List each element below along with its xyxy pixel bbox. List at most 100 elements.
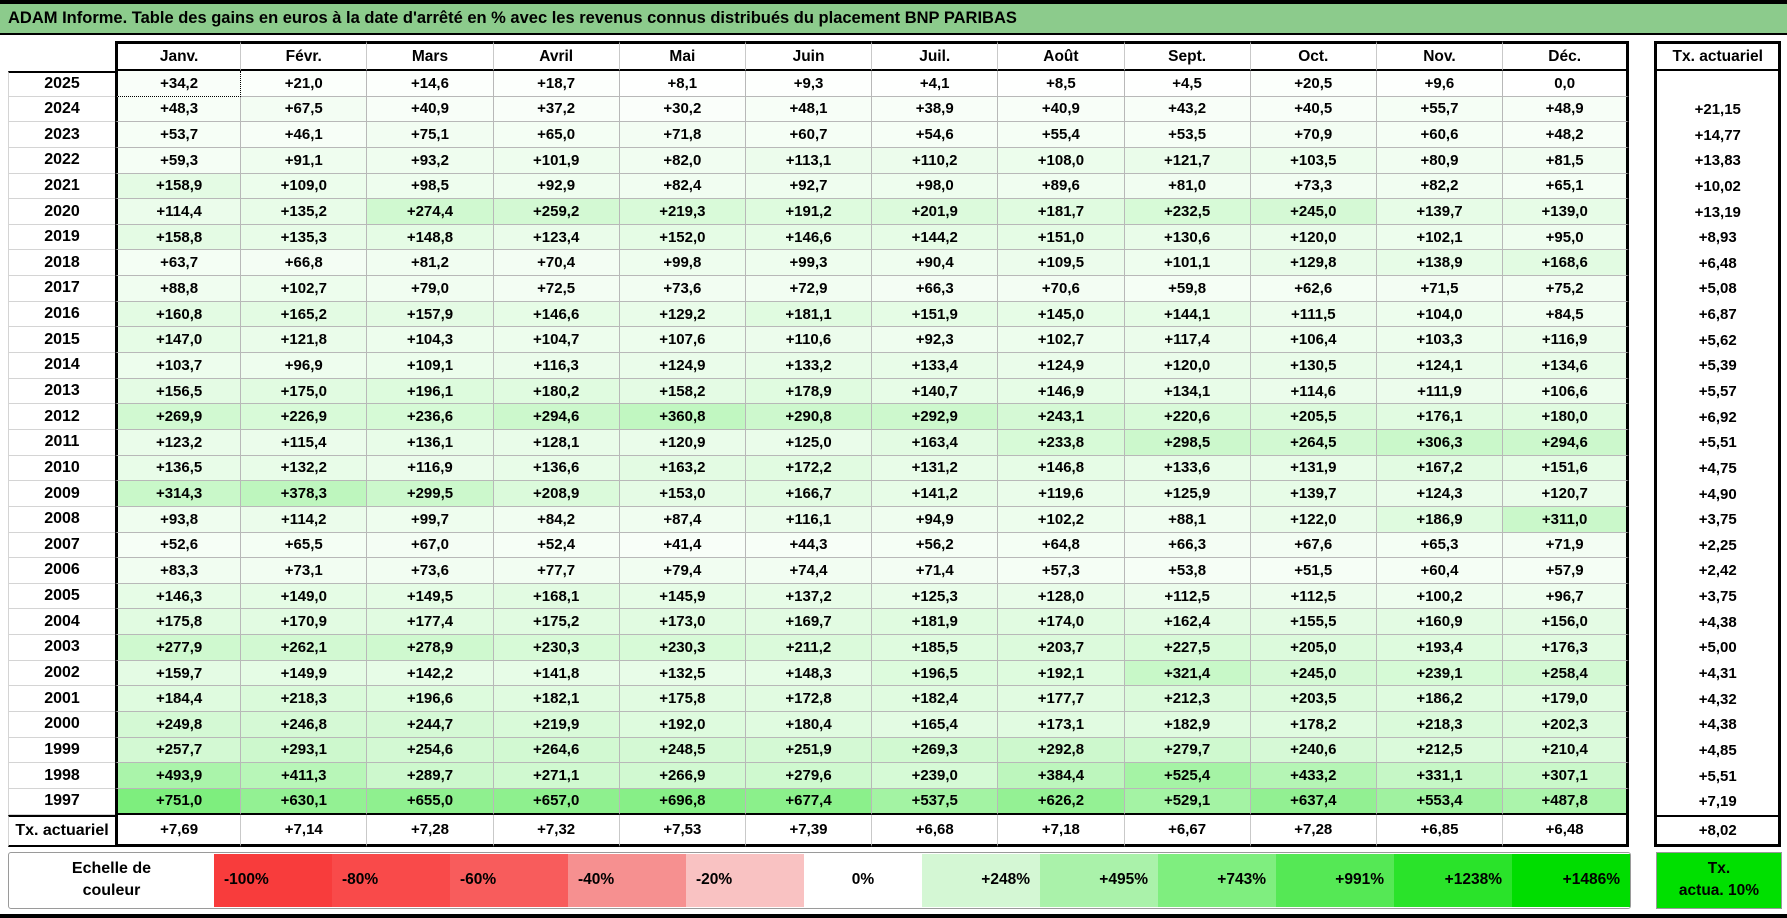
gain-cell[interactable]: +102,7 xyxy=(998,327,1125,354)
gain-cell[interactable]: +65,0 xyxy=(493,122,620,148)
gain-cell[interactable]: +244,7 xyxy=(367,712,494,738)
gain-cell[interactable]: +196,5 xyxy=(872,660,999,687)
column-header-3[interactable]: Mars xyxy=(367,41,494,71)
gain-cell[interactable]: +122,0 xyxy=(1250,506,1377,533)
gain-cell[interactable]: +166,7 xyxy=(745,481,873,507)
gain-cell[interactable]: +9,3 xyxy=(745,71,873,97)
gain-cell[interactable]: +306,3 xyxy=(1376,429,1504,456)
gain-cell[interactable]: +130,6 xyxy=(1124,224,1251,251)
gain-cell[interactable]: +311,0 xyxy=(1503,506,1630,533)
gain-cell[interactable]: +218,3 xyxy=(241,686,368,713)
gain-cell[interactable]: +104,3 xyxy=(367,327,494,354)
row-header-year[interactable]: 2007 xyxy=(8,532,115,559)
gain-cell[interactable]: +132,5 xyxy=(619,660,746,687)
gain-cell[interactable]: +115,4 xyxy=(241,429,368,456)
gain-cell[interactable]: +80,9 xyxy=(1376,147,1504,174)
row-header-year[interactable]: 1998 xyxy=(8,763,115,789)
gain-cell[interactable]: +72,5 xyxy=(493,276,620,302)
gain-cell[interactable]: +70,4 xyxy=(493,250,620,277)
gain-cell[interactable]: +72,9 xyxy=(745,276,873,302)
tx-actuariel-cell[interactable]: +10,02 xyxy=(1654,173,1782,200)
gain-cell[interactable]: +153,0 xyxy=(619,481,746,507)
gain-cell[interactable]: +46,1 xyxy=(241,122,368,148)
gain-cell[interactable]: +146,6 xyxy=(493,301,620,328)
gain-cell[interactable]: +60,7 xyxy=(745,122,873,148)
gain-cell[interactable]: +147,0 xyxy=(115,327,242,354)
gain-cell[interactable]: +205,5 xyxy=(1250,404,1377,430)
gain-cell[interactable]: +83,3 xyxy=(115,558,242,584)
gain-cell[interactable]: +20,5 xyxy=(1250,71,1377,97)
gain-cell[interactable]: +269,3 xyxy=(872,737,999,764)
gain-cell[interactable]: +160,9 xyxy=(1376,609,1504,636)
gain-cell[interactable]: +109,1 xyxy=(367,353,494,379)
gain-cell[interactable]: +102,2 xyxy=(998,506,1125,533)
row-header-year[interactable]: 2019 xyxy=(8,224,115,251)
gain-cell[interactable]: +92,3 xyxy=(872,327,999,354)
gain-cell[interactable]: +175,2 xyxy=(493,609,620,636)
gain-cell[interactable]: +175,0 xyxy=(241,378,368,405)
gain-cell[interactable]: +106,4 xyxy=(1250,327,1377,354)
gain-cell[interactable]: +175,8 xyxy=(619,686,746,713)
gain-cell[interactable]: +145,9 xyxy=(619,583,746,610)
tx-actuariel-cell[interactable]: +5,62 xyxy=(1654,327,1782,354)
gain-cell[interactable]: +159,7 xyxy=(115,660,242,687)
gain-cell[interactable]: +243,1 xyxy=(998,404,1125,430)
tx-actuariel-cell[interactable]: +5,00 xyxy=(1654,635,1782,661)
gain-cell[interactable]: +9,6 xyxy=(1376,71,1504,97)
gain-cell[interactable]: +219,9 xyxy=(493,712,620,738)
row-header-year[interactable]: 2023 xyxy=(8,122,115,148)
gain-cell[interactable]: +60,4 xyxy=(1376,558,1504,584)
gain-cell[interactable]: +298,5 xyxy=(1124,429,1251,456)
gain-cell[interactable]: +186,2 xyxy=(1376,686,1504,713)
gain-cell[interactable]: +117,4 xyxy=(1124,327,1251,354)
gain-cell[interactable]: +101,1 xyxy=(1124,250,1251,277)
gain-cell[interactable]: +626,2 xyxy=(998,788,1125,815)
gain-cell[interactable]: +192,1 xyxy=(998,660,1125,687)
gain-cell[interactable]: +102,1 xyxy=(1376,224,1504,251)
gain-cell[interactable]: +8,5 xyxy=(998,71,1125,97)
gain-cell[interactable]: +269,9 xyxy=(115,404,242,430)
row-header-year[interactable]: 1999 xyxy=(8,737,115,764)
gain-cell[interactable]: +331,1 xyxy=(1376,763,1504,789)
gain-cell[interactable]: +146,9 xyxy=(998,378,1125,405)
tx-actuariel-cell[interactable]: +6,92 xyxy=(1654,404,1782,430)
gain-cell[interactable]: +64,8 xyxy=(998,532,1125,559)
gain-cell[interactable]: +191,2 xyxy=(745,199,873,225)
gain-cell[interactable]: +151,6 xyxy=(1503,455,1630,482)
gain-cell[interactable]: +279,6 xyxy=(745,763,873,789)
gain-cell[interactable]: +111,5 xyxy=(1250,301,1377,328)
gain-cell[interactable]: +40,5 xyxy=(1250,96,1377,123)
gain-cell[interactable]: +120,9 xyxy=(619,429,746,456)
gain-cell[interactable]: +262,1 xyxy=(241,635,368,661)
gain-cell[interactable]: +177,7 xyxy=(998,686,1125,713)
gain-cell[interactable]: +82,0 xyxy=(619,147,746,174)
gain-cell[interactable]: +37,2 xyxy=(493,96,620,123)
gain-cell[interactable]: +208,9 xyxy=(493,481,620,507)
gain-cell[interactable]: +487,8 xyxy=(1503,788,1630,815)
tx-actuariel-cell[interactable]: +13,19 xyxy=(1654,199,1782,225)
gain-cell[interactable]: +120,7 xyxy=(1503,481,1630,507)
gain-cell[interactable]: +181,9 xyxy=(872,609,999,636)
row-header-year[interactable]: 2009 xyxy=(8,481,115,507)
gain-cell[interactable]: +67,6 xyxy=(1250,532,1377,559)
gain-cell[interactable]: +151,9 xyxy=(872,301,999,328)
gain-cell[interactable]: +124,9 xyxy=(619,353,746,379)
gain-cell[interactable]: +43,2 xyxy=(1124,96,1251,123)
row-header-year[interactable]: 2021 xyxy=(8,173,115,200)
gain-cell[interactable]: +299,5 xyxy=(367,481,494,507)
gain-cell[interactable]: +70,6 xyxy=(998,276,1125,302)
gain-cell[interactable]: +249,8 xyxy=(115,712,242,738)
gain-cell[interactable]: +151,0 xyxy=(998,224,1125,251)
gain-cell[interactable]: +96,9 xyxy=(241,353,368,379)
gain-cell[interactable]: +93,8 xyxy=(115,506,242,533)
gain-cell[interactable]: +98,0 xyxy=(872,173,999,200)
gain-cell[interactable]: +67,0 xyxy=(367,532,494,559)
gain-cell[interactable]: +211,2 xyxy=(745,635,873,661)
gain-cell[interactable]: +134,1 xyxy=(1124,378,1251,405)
gain-cell[interactable]: +120,0 xyxy=(1250,224,1377,251)
gain-cell[interactable]: +172,2 xyxy=(745,455,873,482)
gain-cell[interactable]: +227,5 xyxy=(1124,635,1251,661)
gain-cell[interactable]: +138,9 xyxy=(1376,250,1504,277)
gain-cell[interactable]: +125,3 xyxy=(872,583,999,610)
column-header-4[interactable]: Avril xyxy=(493,41,620,71)
